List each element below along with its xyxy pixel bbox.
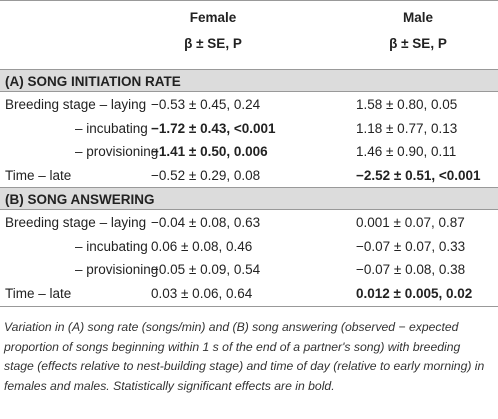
table-row: – incubating −1.72 ± 0.43, <0.001 1.18 ± 0… [0, 117, 498, 140]
row-label: – provisioning [75, 262, 159, 277]
row-label: – incubating [75, 120, 148, 136]
table-row: – provisioning −0.05 ± 0.09, 0.54 −0.07 ± … [0, 258, 498, 281]
table-row: – provisioning −1.41 ± 0.50, 0.006 1.46 ± … [0, 140, 498, 163]
bottom-rule [0, 306, 498, 307]
section-title: (B) SONG ANSWERING [0, 187, 498, 210]
table-cell: −0.52 ± 0.29, 0.08 [151, 167, 261, 183]
table-cell: −1.72 ± 0.43, <0.001 [151, 120, 276, 136]
row-label: Time – late [5, 167, 72, 183]
caption: Variation in (A) song rate (songs/min) a… [4, 320, 485, 393]
table-cell: 0.012 ± 0.005, 0.02 [356, 285, 473, 301]
row-label: – provisioning [75, 144, 159, 159]
row-label: Time – late [5, 285, 72, 301]
table-cell: 1.18 ± 0.77, 0.13 [356, 120, 458, 136]
table-cell: −0.07 ± 0.07, 0.33 [356, 238, 466, 254]
top-rule [0, 0, 498, 1]
table-row: Breeding stage – laying −0.04 ± 0.08, 0.6… [0, 211, 498, 234]
column-header: Female [189, 10, 237, 25]
table-cell: 0.03 ± 0.06, 0.64 [151, 285, 253, 301]
table-cell: −2.52 ± 0.51, <0.001 [356, 167, 481, 183]
column-subheader: β ± SE, P [184, 36, 242, 51]
table-cell: 1.58 ± 0.80, 0.05 [356, 97, 458, 112]
table-cell: −0.53 ± 0.45, 0.24 [151, 97, 261, 112]
column-header: Male [402, 10, 433, 25]
table-cell: 0.001 ± 0.07, 0.87 [356, 215, 465, 230]
row-label: Breeding stage – laying [5, 97, 147, 112]
table-row: Time – late 0.03 ± 0.06, 0.64 0.012 ± 0.00… [0, 282, 498, 305]
table-row: Time – late −0.52 ± 0.29, 0.08 −2.52 ± 0.5… [0, 164, 498, 187]
table-row: Breeding stage – laying −0.53 ± 0.45, 0.2… [0, 93, 498, 116]
table-cell: −0.07 ± 0.08, 0.38 [356, 262, 466, 277]
table-cell: −1.41 ± 0.50, 0.006 [151, 144, 268, 159]
row-label: – incubating [75, 238, 148, 254]
row-label: Breeding stage – laying [5, 215, 147, 230]
column-subheader: β ± SE, P [389, 36, 447, 51]
table-cell: 0.06 ± 0.08, 0.46 [151, 238, 253, 254]
table-cell: −0.05 ± 0.09, 0.54 [151, 262, 261, 277]
section-title: (A) SONG INITIATION RATE [0, 69, 498, 92]
table-row: – incubating 0.06 ± 0.08, 0.46 −0.07 ± 0.0… [0, 235, 498, 258]
table-cell: −0.04 ± 0.08, 0.63 [151, 215, 261, 230]
table-cell: 1.46 ± 0.90, 0.11 [356, 144, 457, 159]
